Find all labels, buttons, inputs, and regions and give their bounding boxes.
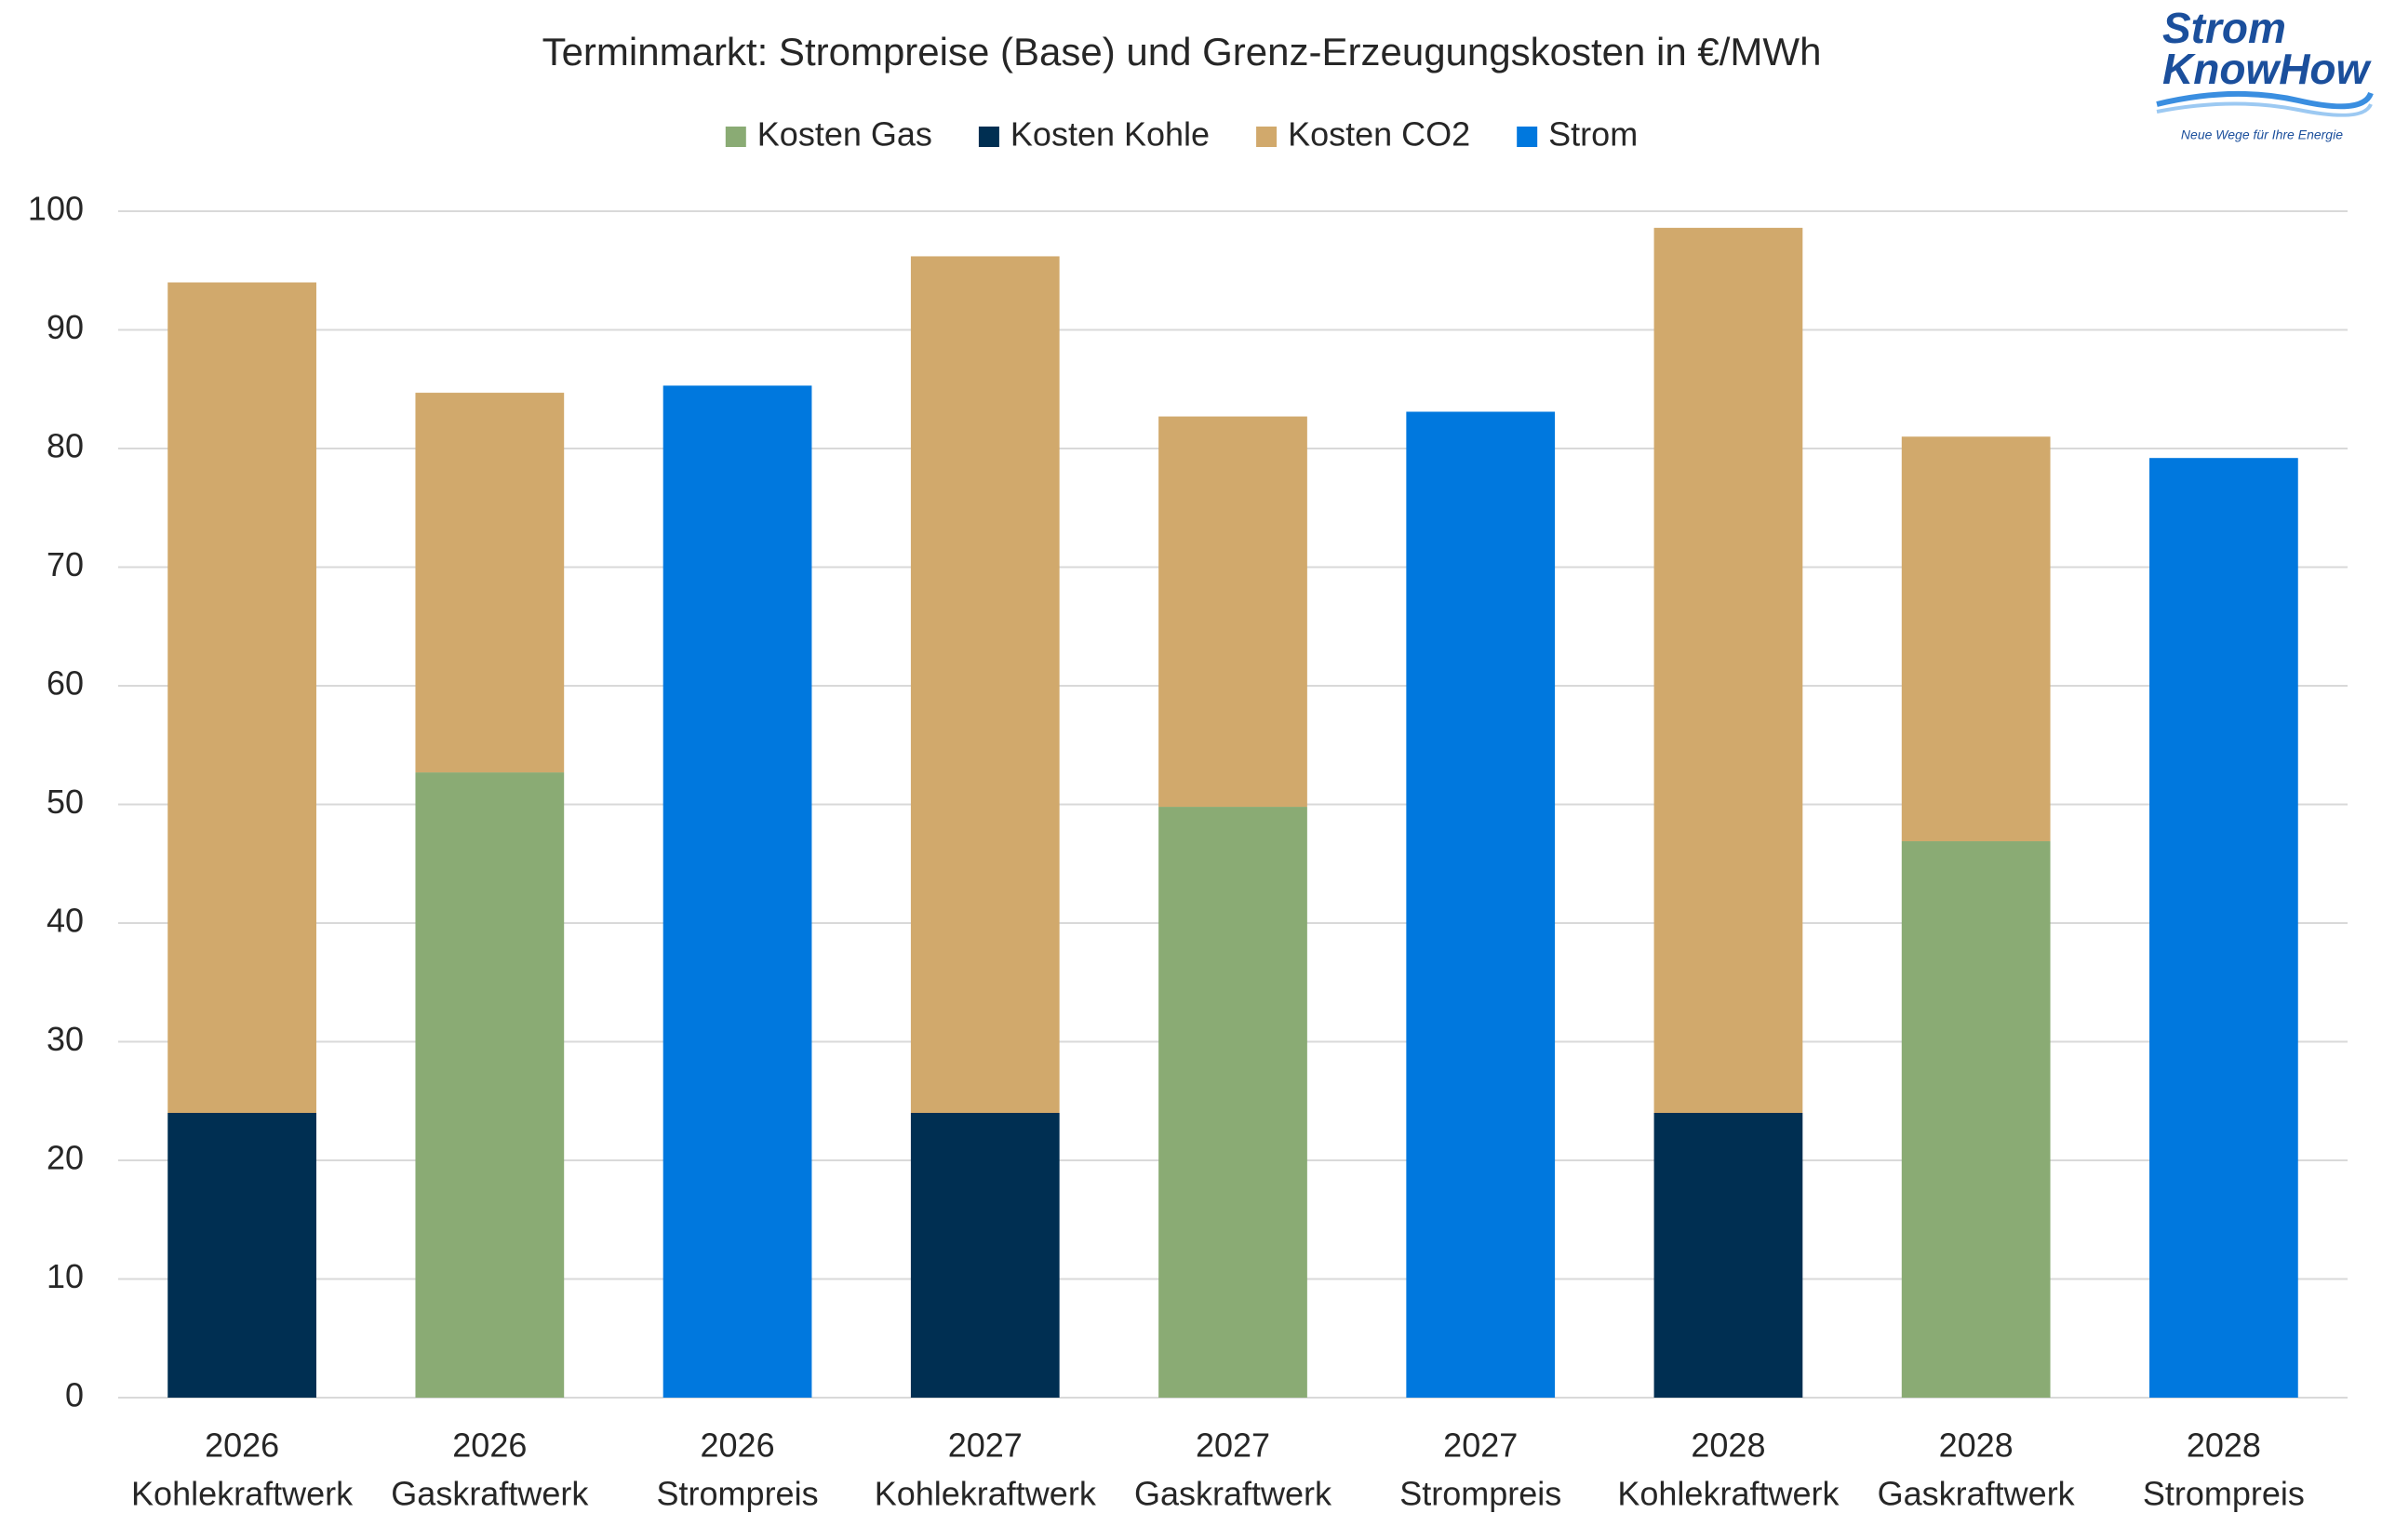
bar-segment [910, 256, 1060, 1113]
bar-segment [1653, 227, 1803, 1114]
logo-wave [2156, 101, 2373, 117]
bar-segment [2149, 458, 2298, 1398]
bar-segment [1158, 807, 1307, 1398]
logo-line2: KnowHow [2162, 45, 2373, 93]
logo-wave [2156, 90, 2374, 110]
x-tick-label: Kohlekraftwerk [131, 1475, 354, 1513]
y-tick-label: 20 [47, 1139, 84, 1177]
y-tick-label: 100 [28, 190, 84, 228]
y-tick-label: 90 [47, 308, 84, 346]
x-tick-label: Gaskraftwerk [1134, 1475, 1332, 1513]
legend-swatch [978, 127, 999, 147]
legend-label: Kosten CO2 [1288, 115, 1470, 154]
y-tick-label: 40 [47, 902, 84, 940]
x-tick-label: Strompreis [2143, 1475, 2305, 1513]
legend-label: Kosten Kohle [1010, 115, 1210, 154]
legend-swatch [1256, 127, 1278, 147]
x-tick-label: 2027 [948, 1426, 1023, 1465]
x-tick-label: 2027 [1196, 1426, 1270, 1465]
bar-segment [167, 282, 316, 1113]
x-tick-label: Strompreis [1399, 1475, 1561, 1513]
bar-segment [167, 1113, 316, 1398]
x-tick-label: Gaskraftwerk [1878, 1475, 2076, 1513]
legend-label: Kosten Gas [757, 115, 932, 154]
legend-swatch [725, 127, 746, 147]
y-tick-label: 60 [47, 664, 84, 703]
x-tick-label: Strompreis [657, 1475, 819, 1513]
x-tick-label: Kohlekraftwerk [875, 1475, 1097, 1513]
x-tick-label: 2028 [1939, 1426, 2014, 1465]
x-tick-label: Kohlekraftwerk [1617, 1475, 1840, 1513]
x-tick-label: 2026 [205, 1426, 279, 1465]
x-tick-label: 2028 [2187, 1426, 2261, 1465]
y-tick-label: 80 [47, 427, 84, 465]
bar-segment [662, 385, 812, 1398]
y-tick-label: 0 [65, 1376, 84, 1414]
y-tick-label: 10 [47, 1257, 84, 1295]
logo: Strom KnowHow Neue Wege für Ihre Energie [2156, 4, 2374, 142]
legend-swatch [1517, 127, 1538, 147]
bar-segment [415, 393, 565, 773]
x-tick-label: 2026 [701, 1426, 775, 1465]
x-tick-label: Gaskraftwerk [391, 1475, 589, 1513]
bar-segment [1406, 411, 1556, 1399]
y-tick-label: 50 [47, 783, 84, 821]
x-tick-label: 2028 [1691, 1426, 1765, 1465]
bar-segment [910, 1113, 1060, 1398]
logo-tagline: Neue Wege für Ihre Energie [2181, 127, 2343, 142]
bar-segment [1901, 841, 2051, 1398]
legend-label: Strom [1548, 115, 1638, 154]
bar-segment [415, 772, 565, 1398]
bar-segment [1653, 1113, 1803, 1398]
x-tick-label: 2026 [452, 1426, 527, 1465]
bar-segment [1158, 416, 1307, 808]
bar-segment [1901, 436, 2051, 842]
chart-title: Terminmarkt: Strompreise (Base) und Gren… [542, 30, 1822, 74]
x-tick-label: 2027 [1443, 1426, 1518, 1465]
y-tick-label: 70 [47, 545, 84, 583]
logo-line1: Strom [2162, 4, 2286, 52]
y-tick-label: 30 [47, 1020, 84, 1058]
